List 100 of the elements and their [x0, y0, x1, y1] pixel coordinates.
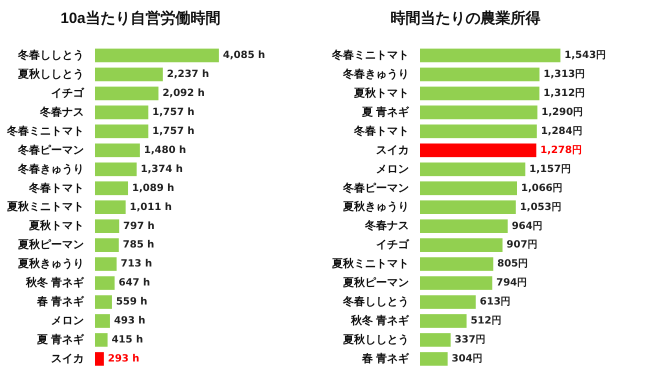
bar	[95, 314, 110, 328]
data-label: 1,480 h	[144, 144, 186, 156]
y-tick-label: 夏 青ネギ	[360, 105, 410, 118]
data-label: 415 h	[112, 334, 144, 346]
data-label: 493 h	[114, 316, 146, 327]
y-tick-label: 秋冬 青ネギ	[350, 314, 410, 328]
y-tick-label: 冬春きゅうり	[17, 162, 84, 176]
y-tick-label: メロン	[376, 163, 409, 176]
bar	[95, 295, 112, 309]
y-tick-label: 冬春ナス	[39, 105, 84, 118]
data-label: 1,278円	[540, 144, 582, 156]
bar	[420, 48, 560, 62]
data-label: 794円	[496, 278, 528, 289]
y-tick-label: 夏秋トマト	[28, 219, 84, 232]
bar	[95, 124, 148, 138]
data-label: 1,089 h	[132, 182, 174, 194]
data-label: 1,374 h	[140, 164, 183, 175]
bar	[420, 257, 494, 271]
bar	[95, 200, 126, 214]
bar	[420, 143, 536, 158]
y-tick-label: 夏秋ミニトマト	[6, 200, 84, 214]
y-tick-label: 冬春ししとう	[342, 295, 409, 308]
data-label: 647 h	[118, 278, 150, 289]
y-tick-label: 冬春トマト	[353, 124, 409, 138]
y-tick-label: スイカ	[376, 144, 409, 156]
bar	[420, 276, 492, 290]
data-label: 1,312円	[543, 88, 586, 100]
y-tick-label: 夏秋きゅうり	[17, 257, 84, 270]
data-label: 293 h	[108, 354, 140, 365]
data-label: 559 h	[116, 296, 148, 308]
data-label: 805円	[497, 258, 528, 270]
y-tick-label: スイカ	[51, 352, 84, 365]
y-tick-label: 夏秋トマト	[353, 86, 409, 100]
chart-title: 時間当たりの農業所得	[390, 10, 540, 28]
y-tick-label: 春 青ネギ	[360, 352, 410, 365]
bar	[95, 48, 219, 62]
data-label: 512円	[470, 316, 502, 327]
data-label: 907円	[506, 240, 538, 251]
bar	[420, 219, 508, 233]
y-tick-label: 夏秋ピーマン	[342, 276, 409, 290]
bar	[95, 162, 137, 176]
y-tick-label: 冬春ピーマン	[17, 143, 84, 156]
y-tick-label: イチゴ	[376, 238, 410, 252]
data-label: 1,290円	[541, 106, 584, 118]
y-tick-label: 夏秋ししとう	[342, 332, 409, 346]
bar	[95, 181, 128, 196]
data-label: 304円	[452, 354, 483, 365]
bar	[420, 295, 476, 309]
y-tick-label: 冬春きゅうり	[342, 67, 409, 80]
y-tick-label: メロン	[51, 315, 84, 328]
y-tick-label: 秋冬 青ネギ	[24, 276, 85, 290]
data-label: 1,543円	[564, 50, 606, 62]
y-tick-label: 夏秋きゅうり	[342, 200, 409, 214]
bar	[95, 333, 108, 347]
data-label: 1,757 h	[152, 106, 195, 118]
y-tick-label: 夏秋ミニトマト	[331, 257, 409, 270]
y-tick-label: 夏 青ネギ	[36, 332, 85, 346]
data-label: 785 h	[122, 240, 154, 251]
y-tick-label: 夏秋ピーマン	[17, 238, 84, 252]
y-tick-label: 冬春ししとう	[17, 48, 84, 62]
data-label: 613円	[480, 296, 511, 308]
data-label: 1,053円	[520, 202, 562, 213]
data-label: 2,092 h	[162, 88, 205, 100]
bar	[95, 257, 117, 271]
data-label: 1,066円	[521, 182, 563, 194]
data-label: 797 h	[123, 220, 155, 232]
bar	[420, 86, 540, 100]
bar	[95, 106, 148, 120]
bar	[420, 181, 518, 196]
bar	[95, 238, 119, 252]
data-label: 713 h	[120, 258, 152, 270]
y-tick-label: 春 青ネギ	[36, 295, 85, 308]
bar	[420, 352, 448, 366]
data-label: 1,011 h	[130, 202, 172, 213]
bar	[95, 276, 115, 290]
y-tick-label: イチゴ	[51, 86, 85, 100]
bar	[420, 238, 503, 252]
data-label: 964円	[512, 220, 543, 232]
y-tick-label: 夏秋ししとう	[17, 67, 84, 80]
bar	[420, 314, 467, 328]
data-label: 1,157円	[529, 164, 571, 175]
bar	[420, 124, 537, 138]
bar	[420, 162, 526, 176]
bar	[95, 219, 120, 233]
bar	[95, 143, 140, 158]
data-label: 2,237 h	[166, 69, 210, 80]
bar	[420, 333, 451, 347]
data-label: 1,757 h	[152, 126, 195, 137]
bar	[420, 106, 538, 120]
bar	[95, 86, 158, 100]
data-label: 337円	[454, 334, 486, 346]
bar	[95, 68, 163, 82]
y-tick-label: 冬春ミニトマト	[331, 48, 409, 62]
bar	[420, 68, 540, 82]
data-label: 4,085 h	[222, 50, 266, 62]
y-tick-label: 冬春トマト	[28, 181, 84, 194]
y-tick-label: 冬春ナス	[364, 219, 409, 232]
chart-title: 10a当たり自営労働時間	[60, 10, 221, 28]
bar	[95, 352, 104, 366]
y-tick-label: 冬春ピーマン	[342, 181, 409, 194]
